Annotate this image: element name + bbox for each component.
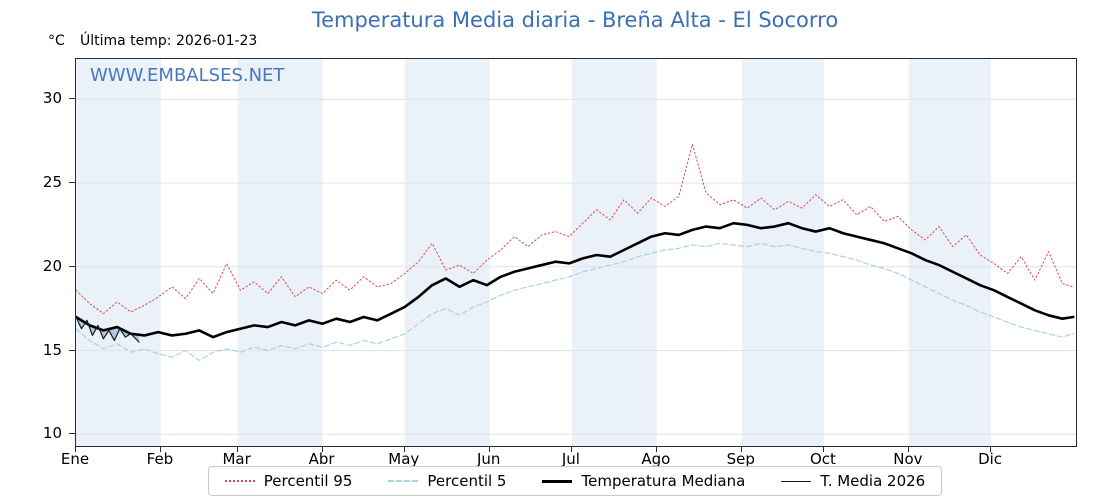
legend-box: Percentil 95 Percentil 5 Temperatura Media… (207, 466, 943, 496)
legend-item-percentil-5: Percentil 5 (388, 472, 506, 490)
month-band (908, 59, 992, 446)
legend-label: T. Media 2026 (820, 472, 926, 490)
y-tick-mark (69, 181, 75, 183)
x-tick-mark (236, 446, 238, 452)
x-tick-mark (740, 446, 742, 452)
plot-area: WWW.EMBALSES.NET (75, 58, 1077, 447)
series-percentil-5 (76, 242, 1074, 362)
legend-item-percentil-95: Percentil 95 (224, 472, 353, 490)
x-tick-label: Jul (561, 450, 580, 468)
x-tick-mark (990, 446, 992, 452)
month-band (741, 59, 824, 446)
x-tick-label: Ago (641, 450, 671, 468)
y-tick-mark (69, 98, 75, 100)
x-tick-mark (321, 446, 323, 452)
x-tick-label: Oct (809, 450, 836, 468)
legend-line-sample (224, 480, 255, 482)
plot-svg (76, 59, 1076, 446)
legend-label: Temperatura Mediana (581, 472, 746, 490)
watermark: WWW.EMBALSES.NET (90, 65, 285, 86)
x-tick-label: May (388, 450, 420, 468)
x-tick-label: Abr (308, 450, 335, 468)
legend-label: Percentil 95 (263, 472, 353, 490)
x-tick-label: Sep (726, 450, 755, 468)
x-tick-mark (403, 446, 405, 452)
x-tick-mark (159, 446, 161, 452)
y-tick-mark (69, 433, 75, 435)
x-tick-mark (822, 446, 824, 452)
series-percentil-95 (76, 143, 1074, 315)
legend-line-sample (542, 479, 573, 483)
x-tick-label: Nov (893, 450, 923, 468)
x-tick-label: Mar (222, 450, 251, 468)
legend-label: Percentil 5 (427, 472, 507, 490)
x-tick-mark (488, 446, 490, 452)
month-band (76, 59, 161, 446)
x-tick-mark (907, 446, 909, 452)
y-tick-mark (69, 349, 75, 351)
month-band (237, 59, 323, 446)
x-tick-label: Jun (476, 450, 501, 468)
y-tick-label: 15 (42, 340, 62, 359)
y-tick-label: 20 (42, 256, 62, 275)
chart-title: Temperatura Media diaria - Breña Alta - … (311, 8, 839, 32)
month-band (404, 59, 490, 446)
y-tick-label: 10 (42, 424, 62, 443)
series-t-media-2026 (76, 316, 140, 343)
y-tick-label: 25 (42, 172, 62, 191)
y-unit-label: °C (48, 33, 65, 49)
legend-line-sample (388, 480, 419, 482)
series-temperatura-mediana (76, 221, 1075, 339)
x-tick-label: Ene (60, 450, 90, 468)
y-tick-label: 30 (42, 89, 62, 108)
x-tick-label: Dic (978, 450, 1003, 468)
last-temp-label: Última temp: 2026-01-23 (80, 33, 258, 49)
legend: Percentil 95 Percentil 5 Temperatura Media… (75, 466, 1075, 496)
x-tick-mark (75, 446, 76, 452)
legend-item-temperatura-mediana: Temperatura Mediana (542, 472, 745, 490)
legend-item-t-media-2026: T. Media 2026 (781, 472, 925, 490)
x-tick-label: Feb (146, 450, 174, 468)
legend-line-sample (781, 480, 812, 482)
y-tick-mark (69, 265, 75, 267)
x-tick-mark (570, 446, 572, 452)
month-band (571, 59, 657, 446)
x-tick-mark (655, 446, 657, 452)
